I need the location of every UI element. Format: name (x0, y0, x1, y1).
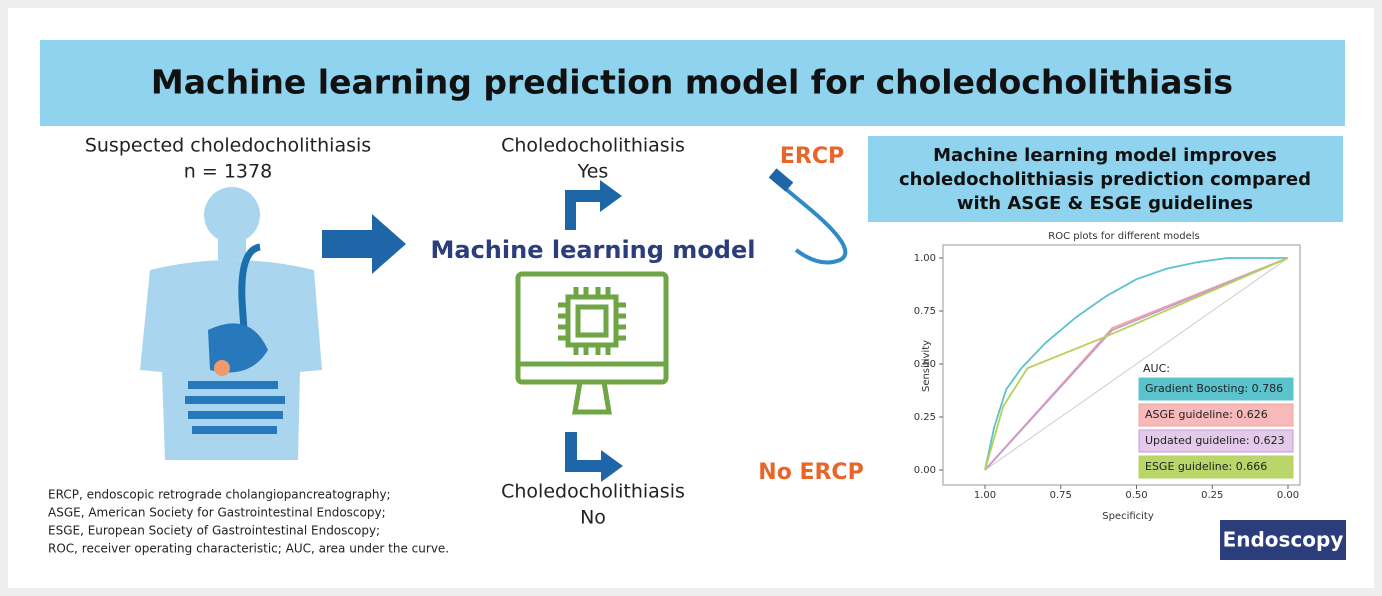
y-tick-label: 1.00 (914, 253, 936, 264)
footnote: ESGE, European Society of Gastrointestin… (48, 524, 380, 538)
y-tick-label: 0.25 (914, 412, 936, 423)
title: Machine learning prediction model for ch… (151, 63, 1233, 102)
legend-label: Updated guideline: 0.623 (1145, 434, 1285, 447)
legend-box (1138, 429, 1294, 453)
arrow (322, 214, 406, 274)
result-heading: choledocholithiasis prediction compared (899, 169, 1311, 190)
footnote: ASGE, American Society for Gastrointesti… (48, 506, 386, 520)
y-tick-label: 0.00 (914, 465, 936, 476)
heading: Suspected choledocholithiasis (85, 135, 371, 157)
x-tick-label: 0.00 (1277, 490, 1299, 501)
legend-title: AUC: (1143, 362, 1170, 375)
count: n = 1378 (184, 161, 272, 183)
legend-label: Gradient Boosting: 0.786 (1145, 382, 1283, 395)
legend-label: ESGE guideline: 0.666 (1145, 460, 1267, 473)
intestines (185, 381, 285, 434)
footnote: ROC, receiver operating characteristic; … (48, 542, 449, 556)
roc-line (984, 257, 1288, 471)
x-tick-label: 0.75 (1050, 490, 1072, 501)
gallbladder (214, 360, 230, 376)
model: Machine learning model (431, 236, 756, 264)
footnote: ERCP, endoscopic retrograde cholangiopan… (48, 488, 391, 502)
brand-box (1220, 520, 1346, 560)
endoscope-head (768, 168, 794, 192)
no-label: Choledocholithiasis (501, 481, 685, 503)
x-axis-label: Specificity (1102, 511, 1154, 522)
legend-box (1138, 403, 1294, 427)
plot-frame (942, 244, 1301, 486)
result-heading: with ASGE & ESGE guidelines (957, 193, 1253, 214)
y-tick-label: 0.50 (914, 359, 936, 370)
yes-label: Choledocholithiasis (501, 135, 685, 157)
endoscope (773, 178, 848, 265)
brand: Endoscopy (1223, 528, 1344, 552)
esophagus (238, 243, 261, 331)
yes: Yes (577, 161, 609, 183)
arrow-up (565, 180, 622, 230)
chart-title: ROC plots for different models (1048, 231, 1199, 242)
y-axis-label: Sensitivity (921, 340, 932, 392)
x-tick-label: 1.00 (974, 490, 996, 501)
no-ercp: No ERCP (758, 460, 863, 485)
roc-line (984, 257, 1289, 471)
legend-box (1138, 377, 1294, 401)
monitor-icon (515, 271, 669, 415)
y-tick-label: 0.75 (914, 306, 936, 317)
arrow-down (565, 432, 623, 482)
no: No (580, 507, 606, 529)
result-banner (868, 136, 1343, 222)
legend-label: ASGE guideline: 0.626 (1145, 408, 1268, 421)
roc-line (984, 257, 1289, 471)
ercp: ERCP (780, 144, 844, 169)
x-tick-label: 0.25 (1201, 490, 1223, 501)
title-banner (40, 40, 1345, 126)
result-heading: Machine learning model improves (933, 145, 1277, 166)
legend-box (1138, 455, 1294, 479)
x-tick-label: 0.50 (1125, 490, 1147, 501)
reference-line (984, 257, 1289, 471)
